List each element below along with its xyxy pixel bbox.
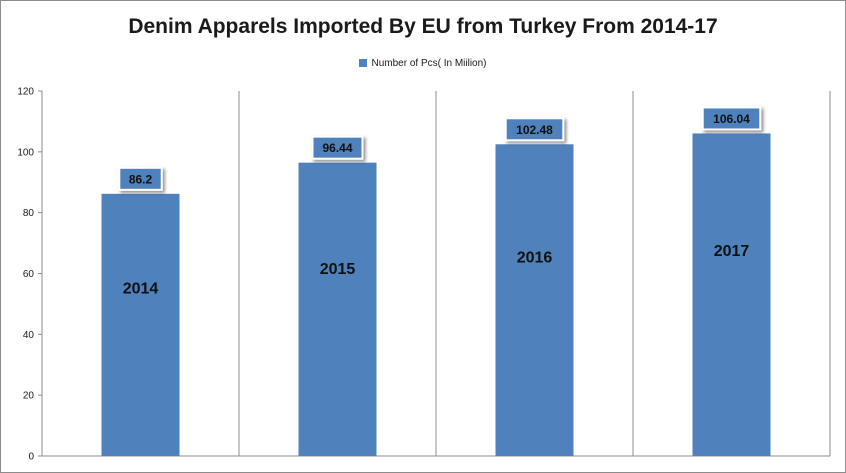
- bar: [692, 133, 771, 456]
- data-label: 96.44: [322, 141, 352, 155]
- y-tick-label: 20: [23, 391, 35, 402]
- y-tick-label: 120: [17, 87, 34, 98]
- y-tick-label: 100: [17, 147, 34, 158]
- bar: [101, 193, 180, 456]
- category-label: 2016: [517, 250, 553, 267]
- chart-title: Denim Apparels Imported By EU from Turke…: [128, 15, 718, 38]
- category-label: 2017: [714, 243, 750, 260]
- category-label: 2014: [123, 280, 159, 297]
- bar: [495, 144, 574, 457]
- legend-label: Number of Pcs( In Miilion): [371, 58, 487, 69]
- data-label: 102.48: [516, 123, 553, 137]
- bar: [298, 162, 377, 456]
- y-tick-label: 80: [23, 208, 35, 219]
- data-label-box: [311, 135, 364, 160]
- y-tick-label: 40: [23, 330, 35, 341]
- category-label: 2015: [320, 261, 356, 278]
- data-label-box: [118, 166, 163, 191]
- legend: Number of Pcs( In Miilion): [1, 58, 845, 69]
- y-tick-label: 60: [23, 269, 35, 280]
- data-label: 106.04: [713, 112, 750, 126]
- data-label: 86.2: [129, 172, 153, 186]
- data-label-box: [701, 106, 762, 131]
- legend-swatch: [359, 59, 368, 67]
- y-tick-label: 0: [28, 452, 34, 463]
- data-label-box: [504, 117, 565, 142]
